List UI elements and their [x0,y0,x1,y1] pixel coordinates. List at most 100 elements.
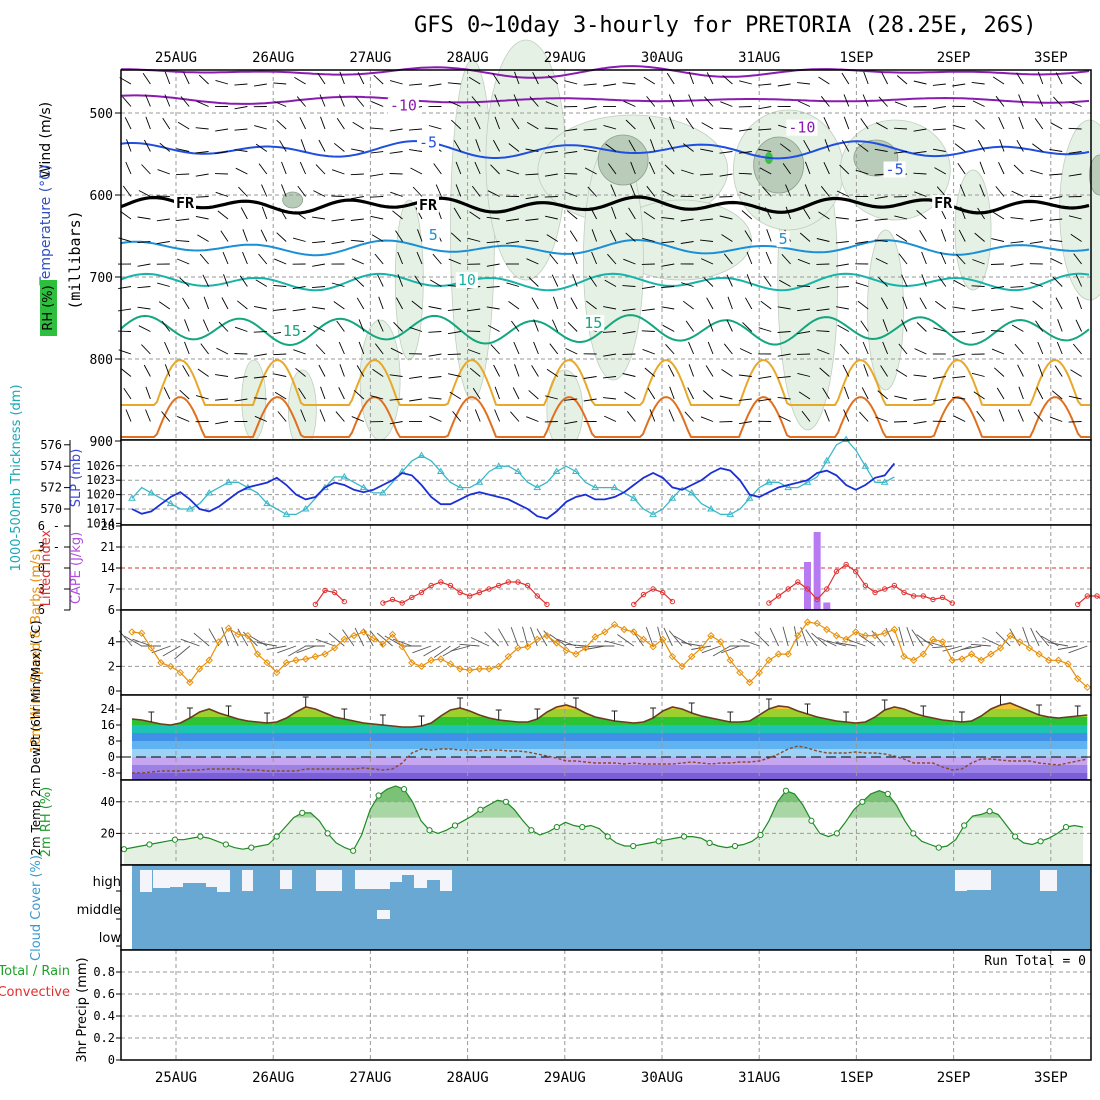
upper-wind-barb [824,409,830,422]
upper-wind-barb [448,258,461,265]
upper-wind-barb [312,241,326,244]
upper-wind-barb [510,411,520,422]
isotherm-line [120,94,1090,105]
li-marker [872,589,878,596]
upper-wind-barb [700,239,714,242]
cloud-clear-gap [217,870,230,892]
upper-wind-barb [880,365,888,377]
upper-wind-barb [995,186,1005,197]
upper-wind-barb [410,167,423,175]
upper-wind-barb [216,347,229,355]
thickness-marker [494,462,503,469]
upper-wind-barb [355,96,365,107]
upper-wind-barb [625,232,636,242]
rh-marker [400,786,408,793]
upper-wind-barb [571,251,578,265]
li-marker [804,586,811,592]
wind-barb [151,645,171,654]
wind-speed-marker [514,644,522,652]
dewpoint-line [132,745,1088,774]
li-marker [891,582,898,589]
li-marker [853,568,859,575]
wind-speed-marker [1073,674,1082,683]
upper-wind-barb [1056,341,1063,355]
temp-tick-label: 24 [101,702,115,716]
upper-wind-barb [202,319,210,332]
upper-wind-barb [351,148,364,152]
upper-wind-barb [428,306,442,310]
thickness-marker [784,483,793,491]
date-label-top: 3SEP [1034,50,1068,66]
upper-wind-barb [455,184,462,197]
wind-speed-marker [1083,683,1092,692]
wind-speed-marker [533,635,542,644]
upper-wind-barb [1018,116,1024,130]
thickness-marker [572,467,580,475]
li-marker [312,601,319,608]
wind-barb [645,627,654,647]
upper-wind-barb [199,253,209,265]
upper-wind-barb [816,308,830,312]
upper-wind-barb [855,169,869,175]
upper-wind-barb [979,184,986,197]
wind-barb [193,632,210,647]
upper-wind-barb [164,71,171,85]
wind-speed-marker [1025,644,1034,652]
upper-wind-barb [433,163,442,175]
upper-wind-barb [758,376,772,379]
upper-wind-barb [122,185,132,197]
wind-speed-marker [716,638,725,646]
wind-speed-marker [1045,656,1053,664]
rh-marker [604,833,611,840]
cloud-clear-gap [153,870,170,888]
wind-barb [249,635,268,647]
wind-speed-marker [263,659,271,667]
wind-barb [740,638,760,647]
upper-wind-barb [544,173,558,177]
li-marker [534,593,540,599]
wind-barb [885,627,895,647]
upper-wind-barb [486,286,500,289]
upper-wind-barb [544,196,558,198]
upper-wind-barb [195,196,209,198]
upper-wind-barb [176,173,190,176]
humidity-shading [867,229,904,391]
upper-wind-barb [662,190,675,197]
upper-wind-barb [350,173,364,176]
temp-band [132,733,1088,741]
upper-wind-barb [898,343,908,355]
upper-wind-barb [662,324,675,332]
upper-wind-barb [953,415,966,422]
isotherm-line [121,358,1090,406]
date-label-bottom: 27AUG [349,1070,391,1086]
upper-wind-barb [1032,300,1044,310]
upper-wind-barb [777,353,791,357]
thickness-tick-label: 576 [40,438,62,452]
upper-wind-barb [681,282,694,287]
wind-barb [663,627,673,647]
li-marker [833,568,840,575]
upper-wind-barb [277,411,287,422]
wind-speed-marker [523,643,532,651]
upper-wind-barb [706,297,714,310]
upper-wind-barb [526,416,539,422]
wind-barb [836,642,856,647]
upper-wind-barb [719,127,733,130]
date-label-top: 29AUG [544,50,586,66]
upper-wind-barb [777,376,791,379]
wind-speed-marker [630,628,638,636]
upper-wind-barb [448,373,461,377]
wind-barb [549,634,567,647]
upper-wind-barb [545,101,558,107]
upper-wind-barb [991,238,1005,242]
rh-marker [681,833,688,840]
wind-speed-marker [659,635,667,644]
upper-wind-barb [1071,75,1082,85]
upper-wind-barb [681,169,694,175]
upper-wind-barb [648,162,656,175]
date-label-top: 25AUG [155,50,197,66]
upper-wind-barb [1037,71,1044,85]
li-marker [669,598,676,605]
upper-wind-barb [196,100,209,107]
wind-barb [1068,645,1088,654]
